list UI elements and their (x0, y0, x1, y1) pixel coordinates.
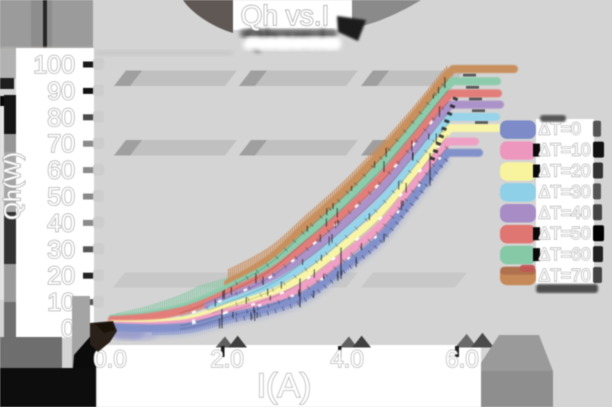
svg-text:40: 40 (47, 209, 75, 237)
svg-text:ΔT=20: ΔT=20 (539, 161, 591, 181)
svg-text:ΔT=70: ΔT=70 (539, 265, 591, 285)
svg-text:90: 90 (47, 77, 75, 105)
svg-text:ΔT=0: ΔT=0 (539, 119, 582, 139)
svg-text:0.0: 0.0 (93, 346, 126, 373)
svg-text:50: 50 (47, 183, 75, 211)
svg-text:60: 60 (47, 157, 75, 185)
svg-text:ΔT=40: ΔT=40 (539, 202, 591, 222)
svg-text:6.0: 6.0 (445, 346, 478, 373)
svg-text:80: 80 (47, 104, 75, 132)
svg-text:10: 10 (47, 289, 75, 317)
svg-text:ΔT=50: ΔT=50 (539, 223, 591, 243)
svg-text:ΔT=10: ΔT=10 (539, 140, 591, 160)
svg-text:100: 100 (33, 51, 75, 79)
svg-text:0: 0 (61, 315, 75, 343)
svg-text:4.0: 4.0 (330, 346, 363, 373)
svg-text:20: 20 (47, 262, 75, 290)
svg-text:70: 70 (47, 130, 75, 158)
svg-text:I(A): I(A) (257, 367, 312, 405)
svg-text:ΔT=60: ΔT=60 (539, 244, 591, 264)
svg-text:Qh vs.I: Qh vs.I (241, 0, 330, 31)
svg-text:ΔT=30: ΔT=30 (539, 181, 591, 201)
svg-text:Qh(W): Qh(W) (0, 152, 25, 220)
svg-text:30: 30 (47, 236, 75, 264)
svg-text:2.0: 2.0 (210, 346, 243, 373)
